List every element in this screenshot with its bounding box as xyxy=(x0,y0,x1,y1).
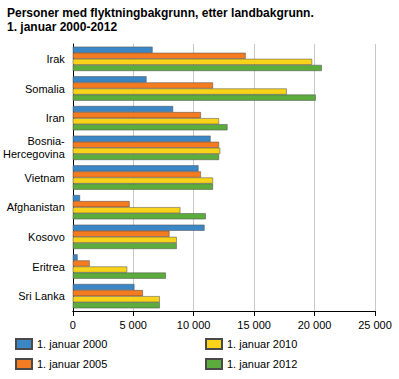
svg-text:Bosnia-: Bosnia- xyxy=(27,135,65,147)
svg-text:20 000: 20 000 xyxy=(298,319,332,331)
svg-text:15 000: 15 000 xyxy=(237,319,271,331)
svg-text:Kosovo: Kosovo xyxy=(28,231,65,243)
svg-text:1. januar 2005: 1. januar 2005 xyxy=(37,358,107,370)
svg-text:Personer med flyktningbakgrunn: Personer med flyktningbakgrunn, etter la… xyxy=(7,6,314,20)
svg-text:0: 0 xyxy=(70,319,76,331)
svg-text:1. januar 2000: 1. januar 2000 xyxy=(37,338,107,350)
svg-text:25 000: 25 000 xyxy=(358,319,392,331)
svg-text:Iran: Iran xyxy=(46,112,65,124)
svg-text:Hercegovina: Hercegovina xyxy=(3,148,66,160)
svg-text:1. januar 2010: 1. januar 2010 xyxy=(227,338,297,350)
svg-text:1. januar 2000-2012: 1. januar 2000-2012 xyxy=(7,20,117,34)
svg-text:Afghanistan: Afghanistan xyxy=(7,201,65,213)
svg-text:5 000: 5 000 xyxy=(119,319,147,331)
svg-text:Somalia: Somalia xyxy=(25,83,66,95)
svg-text:10 000: 10 000 xyxy=(177,319,211,331)
svg-text:Vietnam: Vietnam xyxy=(25,172,65,184)
svg-text:1. januar 2012: 1. januar 2012 xyxy=(227,358,297,370)
svg-text:Sri Lanka: Sri Lanka xyxy=(18,290,65,302)
svg-text:Eritrea: Eritrea xyxy=(32,261,65,273)
svg-text:Irak: Irak xyxy=(46,53,65,65)
